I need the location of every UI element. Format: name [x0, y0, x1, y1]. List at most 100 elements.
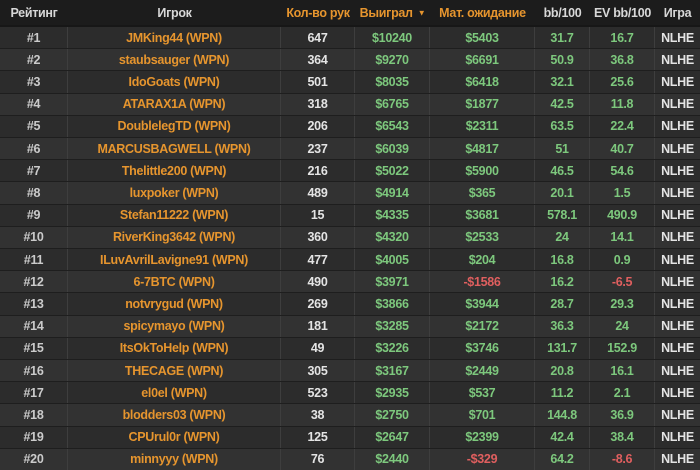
cell-game: NLHE	[661, 385, 694, 400]
cell-won: $3971	[355, 271, 430, 293]
cell-bb100: 51	[535, 138, 590, 160]
player-link[interactable]: ILuvAvrilLavigne91 (WPN)	[68, 249, 281, 271]
cell-game: NLHE	[661, 230, 694, 245]
column-label-game: Игра	[663, 5, 692, 20]
cell-expectation: $204	[430, 249, 535, 271]
player-link[interactable]: CPUrul0r (WPN)	[68, 426, 281, 448]
header-row: Рейтинг Игрок Кол-во рук Выиграл ▼ Мат. …	[0, 0, 700, 27]
cell-expectation: $3746	[430, 337, 535, 360]
column-header-bb100[interactable]: bb/100	[535, 0, 590, 25]
cell-expectation: $6418	[430, 71, 535, 93]
player-link[interactable]: MARCUSBAGWELL (WPN)	[68, 138, 281, 160]
cell-hands: 206	[281, 115, 355, 138]
cell-expectation: $4817	[430, 138, 535, 160]
sort-desc-icon: ▼	[417, 8, 426, 18]
cell-hands: 181	[281, 315, 355, 337]
cell-won: $3285	[355, 315, 430, 337]
cell-evbb100: 22.4	[590, 115, 655, 138]
cell-won: $2935	[355, 382, 430, 404]
cell-won: $6765	[355, 93, 430, 115]
cell-hands: 125	[281, 426, 355, 448]
player-link[interactable]: RiverKing3642 (WPN)	[68, 226, 281, 249]
player-link[interactable]: 6-7BTC (WPN)	[68, 271, 281, 293]
cell-expectation: $2399	[430, 426, 535, 448]
cell-hands: 364	[281, 49, 355, 71]
cell-game: NLHE	[661, 319, 694, 334]
player-link[interactable]: IdoGoats (WPN)	[68, 71, 281, 93]
cell-evbb100: 25.6	[590, 71, 655, 93]
player-link[interactable]: blodders03 (WPN)	[68, 404, 281, 426]
player-link[interactable]: Thelittle200 (WPN)	[68, 160, 281, 182]
player-link[interactable]: minnyyy (WPN)	[68, 448, 281, 470]
player-link[interactable]: spicymayo (WPN)	[68, 315, 281, 337]
column-header-player[interactable]: Игрок	[68, 0, 281, 25]
cell-bb100: 50.9	[535, 49, 590, 71]
cell-rank: #14	[0, 315, 68, 337]
player-link[interactable]: notvrygud (WPN)	[68, 293, 281, 315]
cell-hands: 360	[281, 226, 355, 249]
cell-rank: #16	[0, 360, 68, 382]
cell-game: NLHE	[661, 430, 694, 445]
cell-hands: 318	[281, 93, 355, 115]
cell-rank: #18	[0, 404, 68, 426]
cell-hands: 489	[281, 182, 355, 204]
cell-won: $4914	[355, 182, 430, 204]
column-header-evbb100[interactable]: EV bb/100	[590, 0, 655, 25]
cell-rank: #13	[0, 293, 68, 315]
cell-evbb100: 2.1	[590, 382, 655, 404]
cell-rank: #5	[0, 115, 68, 138]
cell-hands: 15	[281, 204, 355, 226]
cell-game: NLHE	[661, 186, 694, 201]
cell-expectation: $701	[430, 404, 535, 426]
player-link[interactable]: THECAGE (WPN)	[68, 360, 281, 382]
cell-rank: #11	[0, 249, 68, 271]
player-link[interactable]: staubsauger (WPN)	[68, 49, 281, 71]
column-header-rank[interactable]: Рейтинг	[0, 0, 68, 25]
table-row: #3 IdoGoats (WPN) 501 $8035 $6418 32.1 25.6 NLH…	[0, 70, 700, 93]
cell-evbb100: 29.3	[590, 293, 655, 315]
cell-hands: 269	[281, 293, 355, 315]
cell-hands: 49	[281, 337, 355, 360]
cell-rank: #19	[0, 426, 68, 448]
cell-bb100: 20.8	[535, 360, 590, 382]
cell-won: $6039	[355, 138, 430, 160]
cell-hands: 76	[281, 448, 355, 470]
cell-evbb100: 24	[590, 315, 655, 337]
cell-expectation: $2311	[430, 115, 535, 138]
column-label-bb100: bb/100	[543, 5, 582, 20]
column-header-expectation[interactable]: Мат. ожидание	[430, 0, 535, 25]
cell-hands: 216	[281, 160, 355, 182]
cell-rank: #12	[0, 271, 68, 293]
cell-game: NLHE	[661, 30, 694, 45]
cell-expectation: $5403	[430, 27, 535, 49]
cell-expectation: $3944	[430, 293, 535, 315]
player-link[interactable]: ItsOkToHelp (WPN)	[68, 337, 281, 360]
player-link[interactable]: JMKing44 (WPN)	[68, 27, 281, 49]
column-header-hands[interactable]: Кол-во рук	[281, 0, 355, 25]
table-row: #8 luxpoker (WPN) 489 $4914 $365 20.1 1.5 NLHE	[0, 181, 700, 204]
player-link[interactable]: el0el (WPN)	[68, 382, 281, 404]
cell-bb100: 20.1	[535, 182, 590, 204]
player-link[interactable]: luxpoker (WPN)	[68, 182, 281, 204]
cell-game: NLHE	[661, 141, 694, 156]
player-link[interactable]: DoublelegTD (WPN)	[68, 115, 281, 138]
column-label-expectation: Мат. ожидание	[439, 5, 526, 20]
cell-game: NLHE	[661, 408, 694, 423]
player-link[interactable]: Stefan11222 (WPN)	[68, 204, 281, 226]
cell-evbb100: 14.1	[590, 226, 655, 249]
cell-game: NLHE	[661, 97, 694, 112]
cell-hands: 490	[281, 271, 355, 293]
player-link[interactable]: ATARAX1A (WPN)	[68, 93, 281, 115]
table-row: #14 spicymayo (WPN) 181 $3285 $2172 36.3 24 NLH…	[0, 314, 700, 337]
cell-expectation: $3681	[430, 204, 535, 226]
column-header-won[interactable]: Выиграл ▼	[355, 0, 430, 25]
cell-game: NLHE	[661, 363, 694, 378]
cell-hands: 477	[281, 249, 355, 271]
cell-game: NLHE	[661, 52, 694, 67]
column-header-game[interactable]: Игра	[655, 0, 700, 25]
cell-expectation: $2533	[430, 226, 535, 249]
cell-won: $5022	[355, 160, 430, 182]
table-row: #17 el0el (WPN) 523 $2935 $537 11.2 2.1 NLHE	[0, 381, 700, 404]
cell-won: $2750	[355, 404, 430, 426]
